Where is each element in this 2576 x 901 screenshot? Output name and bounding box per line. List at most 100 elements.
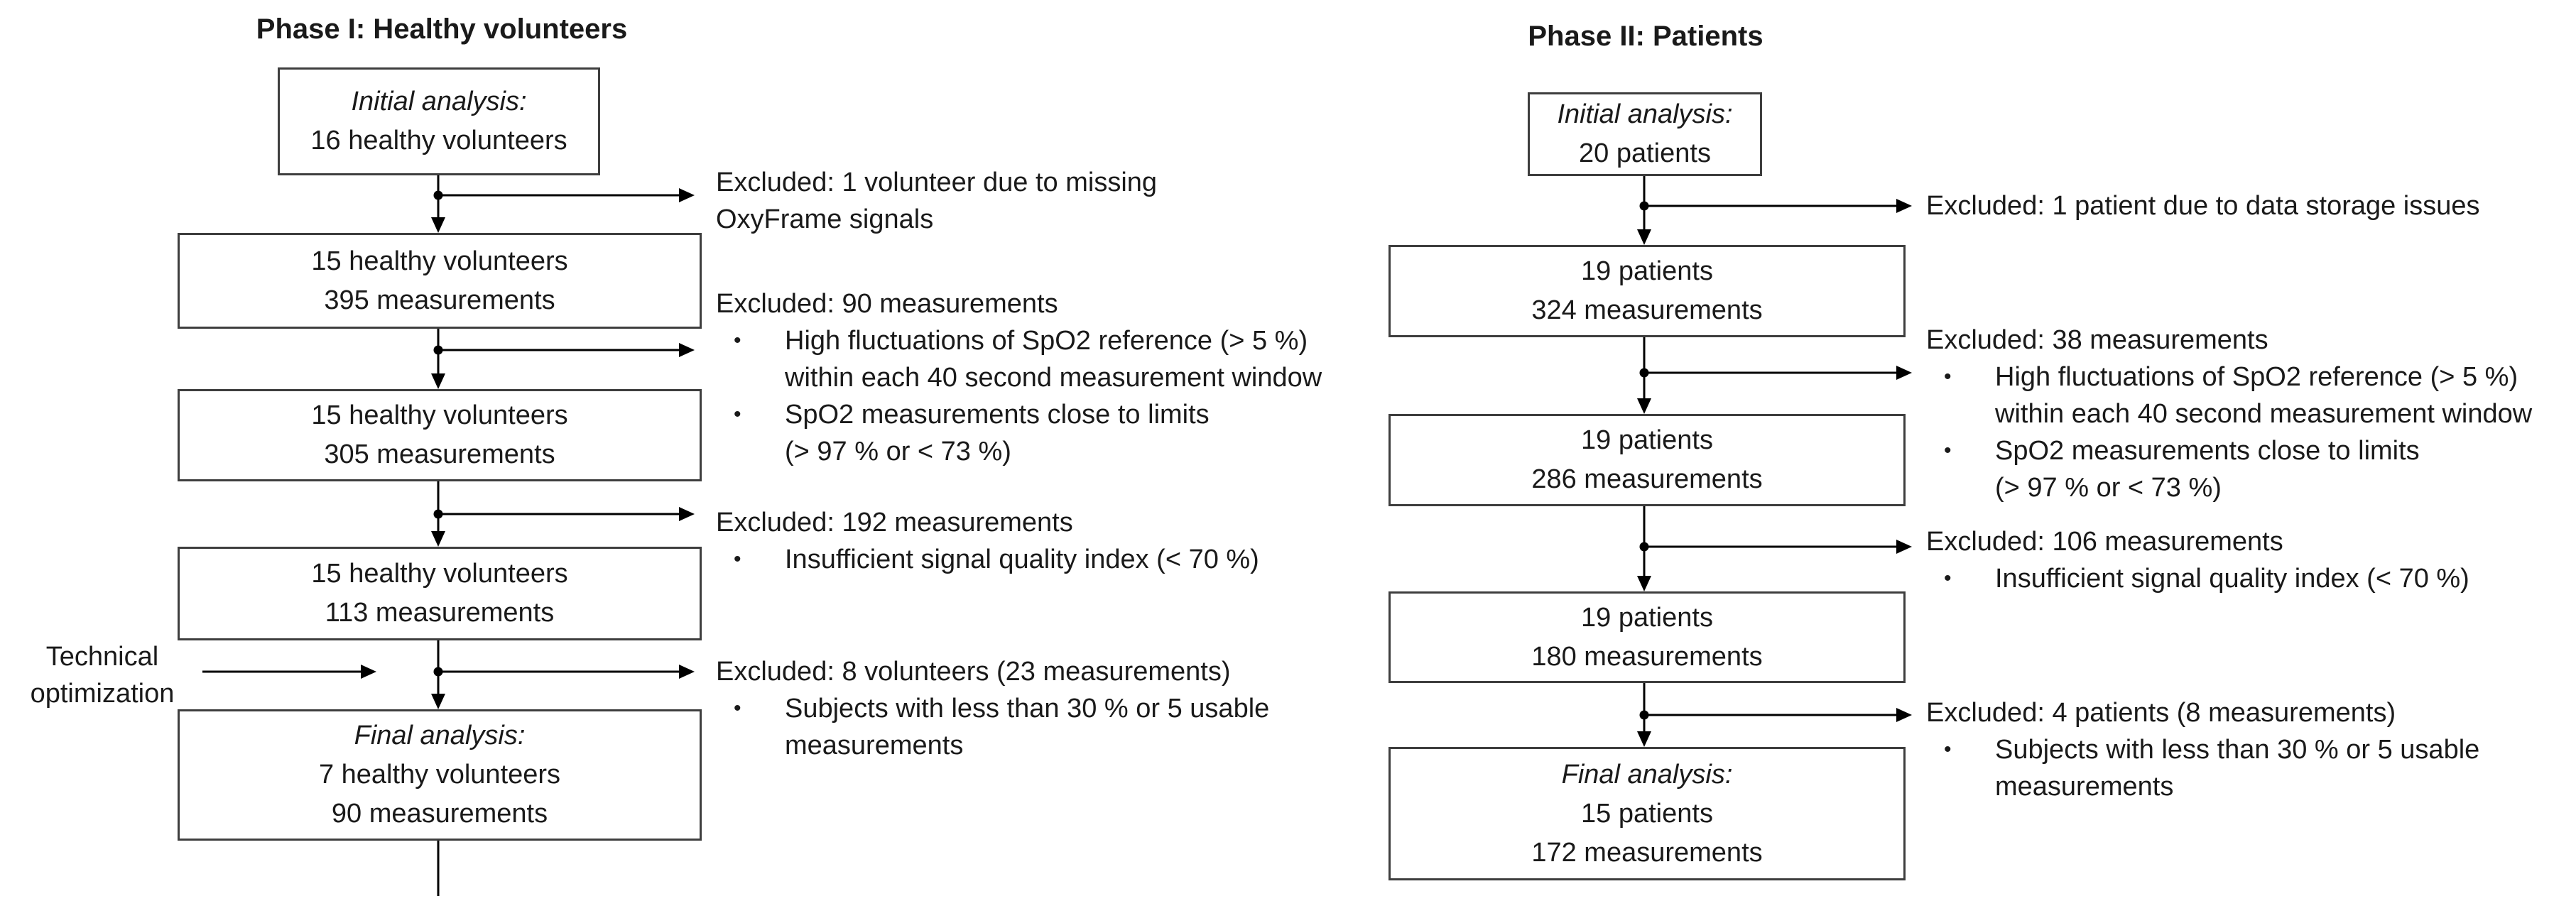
phase1-box-113-measurements: 15 healthy volunteers 113 measurements bbox=[178, 547, 702, 640]
exclusion-bullet: • Subjects with less than 30 % or 5 usab… bbox=[1926, 731, 2479, 768]
bullet-text: Insufficient signal quality index (< 70 … bbox=[785, 545, 1259, 574]
exclusion-heading: Excluded: 1 patient due to data storage … bbox=[1926, 191, 2480, 221]
bullet-text: SpO2 measurements close to limits bbox=[1995, 436, 2420, 466]
phase1-exclusion-note-4: Excluded: 8 volunteers (23 measurements)… bbox=[716, 653, 1269, 764]
bullet-text: (> 97 % or < 73 %) bbox=[1995, 473, 2222, 503]
arrow-down-head bbox=[431, 694, 445, 709]
arrow-down-head bbox=[431, 217, 445, 233]
box-line: 16 healthy volunteers bbox=[310, 126, 567, 155]
box-line: 15 healthy volunteers bbox=[311, 246, 568, 276]
box-line: Final analysis: bbox=[354, 721, 526, 750]
arrow-down-head bbox=[1637, 576, 1651, 591]
exclusion-heading: Excluded: 38 measurements bbox=[1926, 325, 2268, 355]
box-line: 180 measurements bbox=[1531, 641, 1763, 672]
bullet-text: within each 40 second measurement window bbox=[1995, 399, 2533, 429]
exclusion-bullet: • Insufficient signal quality index (< 7… bbox=[1926, 560, 2469, 597]
phase1-box-305-measurements: 15 healthy volunteers 305 measurements bbox=[178, 389, 702, 481]
box-line: Final analysis: bbox=[1561, 759, 1733, 790]
box-line: 15 healthy volunteers bbox=[311, 559, 568, 589]
box-line: 90 measurements bbox=[331, 799, 548, 829]
box-line: 324 measurements bbox=[1531, 295, 1763, 325]
bullet-text: SpO2 measurements close to limits bbox=[785, 400, 1210, 430]
exclusion-heading: Excluded: 106 measurements bbox=[1926, 527, 2283, 557]
exclusion-bullet: • Subjects with less than 30 % or 5 usab… bbox=[716, 690, 1269, 727]
exclusion-bullet: • Insufficient signal quality index (< 7… bbox=[716, 541, 1259, 578]
exclusion-heading: Excluded: 8 volunteers (23 measurements) bbox=[716, 657, 1231, 687]
arrow-right-head bbox=[361, 665, 376, 679]
bullet-icon: • bbox=[1944, 439, 1952, 462]
phase1-box-initial-analysis: Initial analysis: 16 healthy volunteers bbox=[278, 67, 600, 175]
phase2-exclusion-note-3: Excluded: 106 measurements • Insufficien… bbox=[1926, 523, 2469, 597]
phase1-exclusion-note-1: Excluded: 1 volunteer due to missing Oxy… bbox=[716, 164, 1157, 238]
bullet-icon: • bbox=[734, 697, 741, 720]
box-line: Initial analysis: bbox=[1557, 99, 1733, 129]
box-line: 305 measurements bbox=[324, 439, 555, 469]
box-line: Initial analysis: bbox=[351, 87, 527, 116]
bullet-icon: • bbox=[734, 547, 741, 571]
box-line: 7 healthy volunteers bbox=[318, 760, 561, 790]
bullet-icon: • bbox=[734, 329, 741, 352]
exclusion-heading: Excluded: 4 patients (8 measurements) bbox=[1926, 698, 2396, 728]
box-line: 113 measurements bbox=[325, 598, 555, 628]
arrow-right-head bbox=[679, 665, 695, 679]
technical-optimization-label: Technical optimization bbox=[6, 638, 199, 712]
box-line: 20 patients bbox=[1579, 138, 1711, 168]
arrow-down-head bbox=[431, 373, 445, 389]
bullet-icon: • bbox=[1944, 738, 1952, 761]
exclusion-heading: Excluded: 1 volunteer due to missing bbox=[716, 168, 1158, 197]
phase2-box-286-measurements: 19 patients 286 measurements bbox=[1388, 414, 1906, 506]
bullet-text: within each 40 second measurement window bbox=[785, 363, 1322, 393]
bullet-text: measurements bbox=[1995, 772, 2174, 802]
bullet-text: Insufficient signal quality index (< 70 … bbox=[1995, 564, 2469, 594]
exclusion-bullet: • High fluctuations of SpO2 reference (>… bbox=[1926, 359, 2532, 395]
phase2-exclusion-note-2: Excluded: 38 measurements • High fluctua… bbox=[1926, 322, 2532, 506]
phase2-exclusion-note-4: Excluded: 4 patients (8 measurements) • … bbox=[1926, 694, 2479, 805]
bullet-text: (> 97 % or < 73 %) bbox=[785, 437, 1011, 466]
bullet-icon: • bbox=[1944, 365, 1952, 388]
arrow-right-head bbox=[679, 188, 695, 202]
arrow-right-head bbox=[1896, 708, 1912, 722]
phase1-title: Phase I: Healthy volunteers bbox=[256, 13, 628, 45]
exclusion-bullet: • High fluctuations of SpO2 reference (>… bbox=[716, 322, 1322, 359]
exclusion-heading: Excluded: 90 measurements bbox=[716, 289, 1058, 319]
arrow-down-head bbox=[431, 531, 445, 547]
side-label-line: optimization bbox=[30, 679, 175, 709]
phase1-box-395-measurements: 15 healthy volunteers 395 measurements bbox=[178, 233, 702, 329]
side-label-line: Technical bbox=[45, 642, 159, 672]
box-line: 19 patients bbox=[1581, 602, 1713, 633]
box-line: 286 measurements bbox=[1531, 464, 1763, 494]
arrow-down-head bbox=[1637, 229, 1651, 245]
phase1-exclusion-note-2: Excluded: 90 measurements • High fluctua… bbox=[716, 285, 1322, 470]
arrow-right-head bbox=[1896, 199, 1912, 213]
bullet-text: Subjects with less than 30 % or 5 usable bbox=[785, 694, 1270, 723]
phase2-box-324-measurements: 19 patients 324 measurements bbox=[1388, 245, 1906, 337]
box-line: 172 measurements bbox=[1531, 837, 1763, 868]
arrow-right-head bbox=[1896, 540, 1912, 554]
phase1-box-final-analysis: Final analysis: 7 healthy volunteers 90 … bbox=[178, 709, 702, 841]
arrow-right-head bbox=[679, 507, 695, 521]
bullet-icon: • bbox=[734, 403, 741, 426]
arrow-right-head bbox=[679, 343, 695, 357]
exclusion-heading: OxyFrame signals bbox=[716, 204, 934, 234]
box-line: 19 patients bbox=[1581, 256, 1713, 286]
bullet-text: Subjects with less than 30 % or 5 usable bbox=[1995, 735, 2480, 765]
phase1-exclusion-note-3: Excluded: 192 measurements • Insufficien… bbox=[716, 504, 1259, 578]
bullet-text: measurements bbox=[785, 731, 964, 760]
phase2-title: Phase II: Patients bbox=[1528, 21, 1763, 52]
box-line: 19 patients bbox=[1581, 425, 1713, 455]
bullet-icon: • bbox=[1944, 567, 1952, 590]
box-line: 15 patients bbox=[1581, 798, 1713, 829]
phase2-box-initial-analysis: Initial analysis: 20 patients bbox=[1528, 92, 1762, 176]
phase2-exclusion-note-1: Excluded: 1 patient due to data storage … bbox=[1926, 187, 2480, 224]
phase2-box-180-measurements: 19 patients 180 measurements bbox=[1388, 591, 1906, 683]
exclusion-bullet: • SpO2 measurements close to limits bbox=[716, 396, 1322, 433]
box-line: 15 healthy volunteers bbox=[311, 400, 568, 430]
exclusion-heading: Excluded: 192 measurements bbox=[716, 508, 1073, 537]
bullet-text: High fluctuations of SpO2 reference (> 5… bbox=[785, 326, 1308, 356]
box-line: 395 measurements bbox=[324, 285, 555, 315]
exclusion-bullet: • SpO2 measurements close to limits bbox=[1926, 432, 2532, 469]
arrow-right-head bbox=[1896, 366, 1912, 380]
arrow-down-head bbox=[1637, 731, 1651, 747]
